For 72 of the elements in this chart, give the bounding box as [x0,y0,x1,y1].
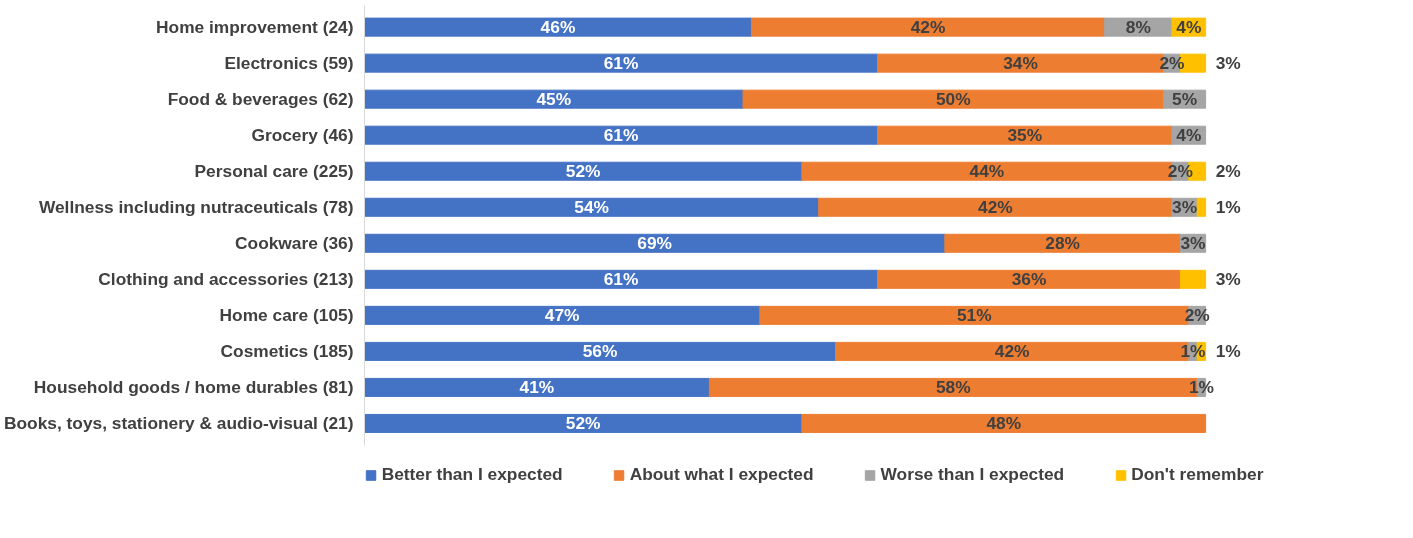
bar [1179,269,1207,289]
data-label: 28% [1045,233,1080,254]
data-label: 2% [1215,161,1241,182]
data-label: 51% [956,305,992,326]
data-label: 58% [935,377,971,398]
data-label: 42% [978,197,1013,218]
data-label: 41% [519,377,555,398]
data-label: 48% [986,413,1022,434]
bar [944,233,1181,253]
data-label: 46% [540,17,576,38]
data-label: 3% [1172,197,1198,218]
y-tick-label: Clothing and accessories (213) [98,269,354,290]
bar [364,305,761,325]
bar [364,233,946,253]
data-label: 35% [1007,125,1043,146]
data-label: 4% [1176,17,1202,38]
data-label: 4% [1176,125,1202,146]
data-label: 45% [536,89,572,110]
data-label: 56% [582,341,618,362]
bar [801,413,1207,433]
bar [1196,197,1207,217]
y-tick-label: Home care (105) [219,305,354,326]
bar [750,17,1106,37]
legend-label: About what I expected [629,464,814,485]
bar [364,53,879,73]
bar [364,89,744,109]
data-label: 1% [1215,197,1241,218]
bar [364,17,752,37]
data-label: 50% [935,89,971,110]
y-tick-label: Household goods / home durables (81) [33,377,354,398]
data-label: 52% [565,161,601,182]
bar [364,377,710,397]
bar [742,89,1165,109]
data-label: 47% [544,305,580,326]
data-label: 3% [1215,269,1241,290]
data-label: 44% [969,161,1005,182]
legend-label: Worse than I expected [880,464,1065,485]
bar [364,341,837,361]
data-label: 42% [994,341,1030,362]
data-label: 61% [603,125,639,146]
bar [364,269,879,289]
data-label: 61% [603,269,639,290]
data-label: 3% [1215,53,1241,74]
y-tick-label: Personal care (225) [194,161,354,182]
bar [364,413,803,433]
bar [364,197,820,217]
data-label: 42% [910,17,946,38]
legend-label: Don't remember [1131,464,1264,485]
y-tick-label: Home improvement (24) [156,17,354,38]
y-tick-label: Cosmetics (185) [220,341,354,362]
bar [364,161,803,181]
data-label: 8% [1125,17,1151,38]
data-label: 3% [1180,233,1206,254]
data-label: 34% [1003,53,1038,74]
legend-label: Better than I expected [381,464,563,485]
y-tick-label: Grocery (46) [251,125,354,146]
data-label: 61% [603,53,639,74]
y-tick-label: Electronics (59) [224,53,354,74]
bar [818,197,1173,217]
bar [877,269,1181,289]
y-tick-label: Food & beverages (62) [167,89,354,110]
y-tick-label: Cookware (36) [235,233,354,254]
bar [877,125,1173,145]
bar [364,125,879,145]
y-tick-label: Books, toys, stationery & audio-visual (21) [3,413,354,434]
data-label: 5% [1172,89,1198,110]
y-tick-label: Wellness including nutraceuticals (78) [38,197,354,218]
data-label: 69% [637,233,673,254]
data-label: 54% [574,197,609,218]
data-label: 52% [565,413,601,434]
data-label: 1% [1215,341,1241,362]
data-label: 36% [1011,269,1047,290]
